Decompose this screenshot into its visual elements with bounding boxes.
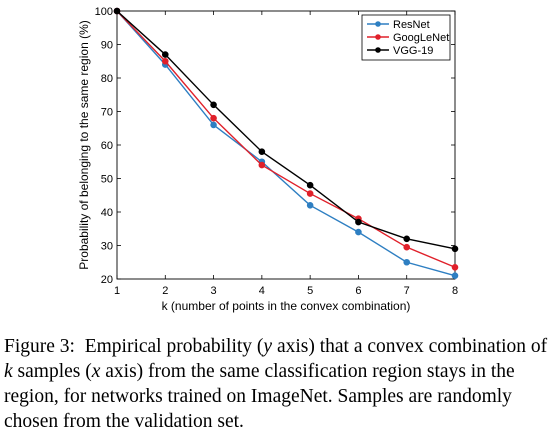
x-tick-label: 2: [162, 285, 168, 297]
data-point: [306, 202, 314, 209]
data-point: [403, 258, 411, 266]
y-tick-label: 60: [101, 140, 113, 152]
series-line: [116, 10, 456, 268]
y-tick-label: 80: [101, 73, 113, 85]
data-point: [451, 272, 459, 279]
data-point: [355, 228, 362, 236]
series-layer: [113, 7, 459, 279]
x-tick-label: 4: [259, 285, 265, 297]
data-point: [161, 51, 169, 58]
caption-math-x: x: [91, 361, 101, 382]
data-point: [113, 7, 121, 15]
data-point: [161, 57, 169, 65]
legend-label: VGG-19: [393, 45, 433, 57]
legend-item: VGG-19: [367, 45, 433, 57]
y-tick-label: 30: [101, 241, 113, 253]
figure-caption: Figure 3: Empirical probability (y axis)…: [4, 334, 549, 434]
x-tick-label: 5: [307, 285, 313, 297]
caption-text-1: Empirical probability (: [84, 336, 264, 357]
data-point: [451, 263, 459, 271]
legend-label: ResNet: [393, 19, 430, 31]
series-line: [116, 10, 456, 277]
y-tick-label: 100: [95, 6, 113, 18]
data-point: [451, 245, 459, 253]
legend-label: GoogLeNet: [393, 32, 449, 44]
series-resnet: [113, 7, 459, 279]
x-tick-label: 1: [114, 285, 120, 297]
data-point: [355, 218, 362, 226]
data-point: [210, 114, 217, 122]
data-point: [403, 235, 411, 243]
caption-math-k: k: [4, 361, 13, 382]
legend-item: GoogLeNet: [367, 32, 449, 44]
caption-text-3: samples (: [12, 361, 92, 382]
y-tick-label: 50: [101, 174, 113, 186]
legend-item: ResNet: [367, 19, 430, 31]
x-tick-label: 7: [404, 285, 410, 297]
data-point: [258, 161, 266, 169]
data-point: [403, 243, 411, 251]
legend-swatch-marker: [375, 21, 381, 27]
y-axis-label: Probability of belonging to the same reg…: [77, 20, 91, 269]
caption-text-4: axis) from the same classification regio…: [4, 361, 515, 432]
data-point: [306, 190, 314, 197]
y-tick-label: 70: [101, 107, 113, 119]
series-line: [116, 10, 456, 250]
y-axis: 20 30 40 50 60 70 80 90 100: [95, 6, 455, 286]
data-point: [210, 101, 217, 109]
caption-text-2: axis) that a convex combination of: [272, 336, 548, 357]
data-point: [258, 148, 266, 155]
line-chart: 20 30 40 50 60 70 80 90 100 1 2 3 4 5 6 7 8 k (number o…: [77, 6, 459, 313]
legend-swatch-marker: [375, 34, 381, 40]
y-tick-label: 40: [101, 207, 113, 219]
y-tick-label: 20: [101, 274, 113, 286]
series-vgg-19: [113, 7, 459, 253]
data-point: [210, 121, 217, 129]
x-axis-label: k (number of points in the convex combin…: [162, 299, 411, 313]
x-tick-label: 8: [452, 285, 458, 297]
x-tick-label: 6: [355, 285, 361, 297]
data-point: [306, 181, 314, 189]
x-tick-label: 3: [211, 285, 217, 297]
caption-label: Figure 3:: [4, 336, 75, 357]
y-tick-label: 90: [101, 40, 113, 52]
legend-swatch-marker: [375, 47, 381, 53]
caption-math-y: y: [263, 336, 273, 357]
